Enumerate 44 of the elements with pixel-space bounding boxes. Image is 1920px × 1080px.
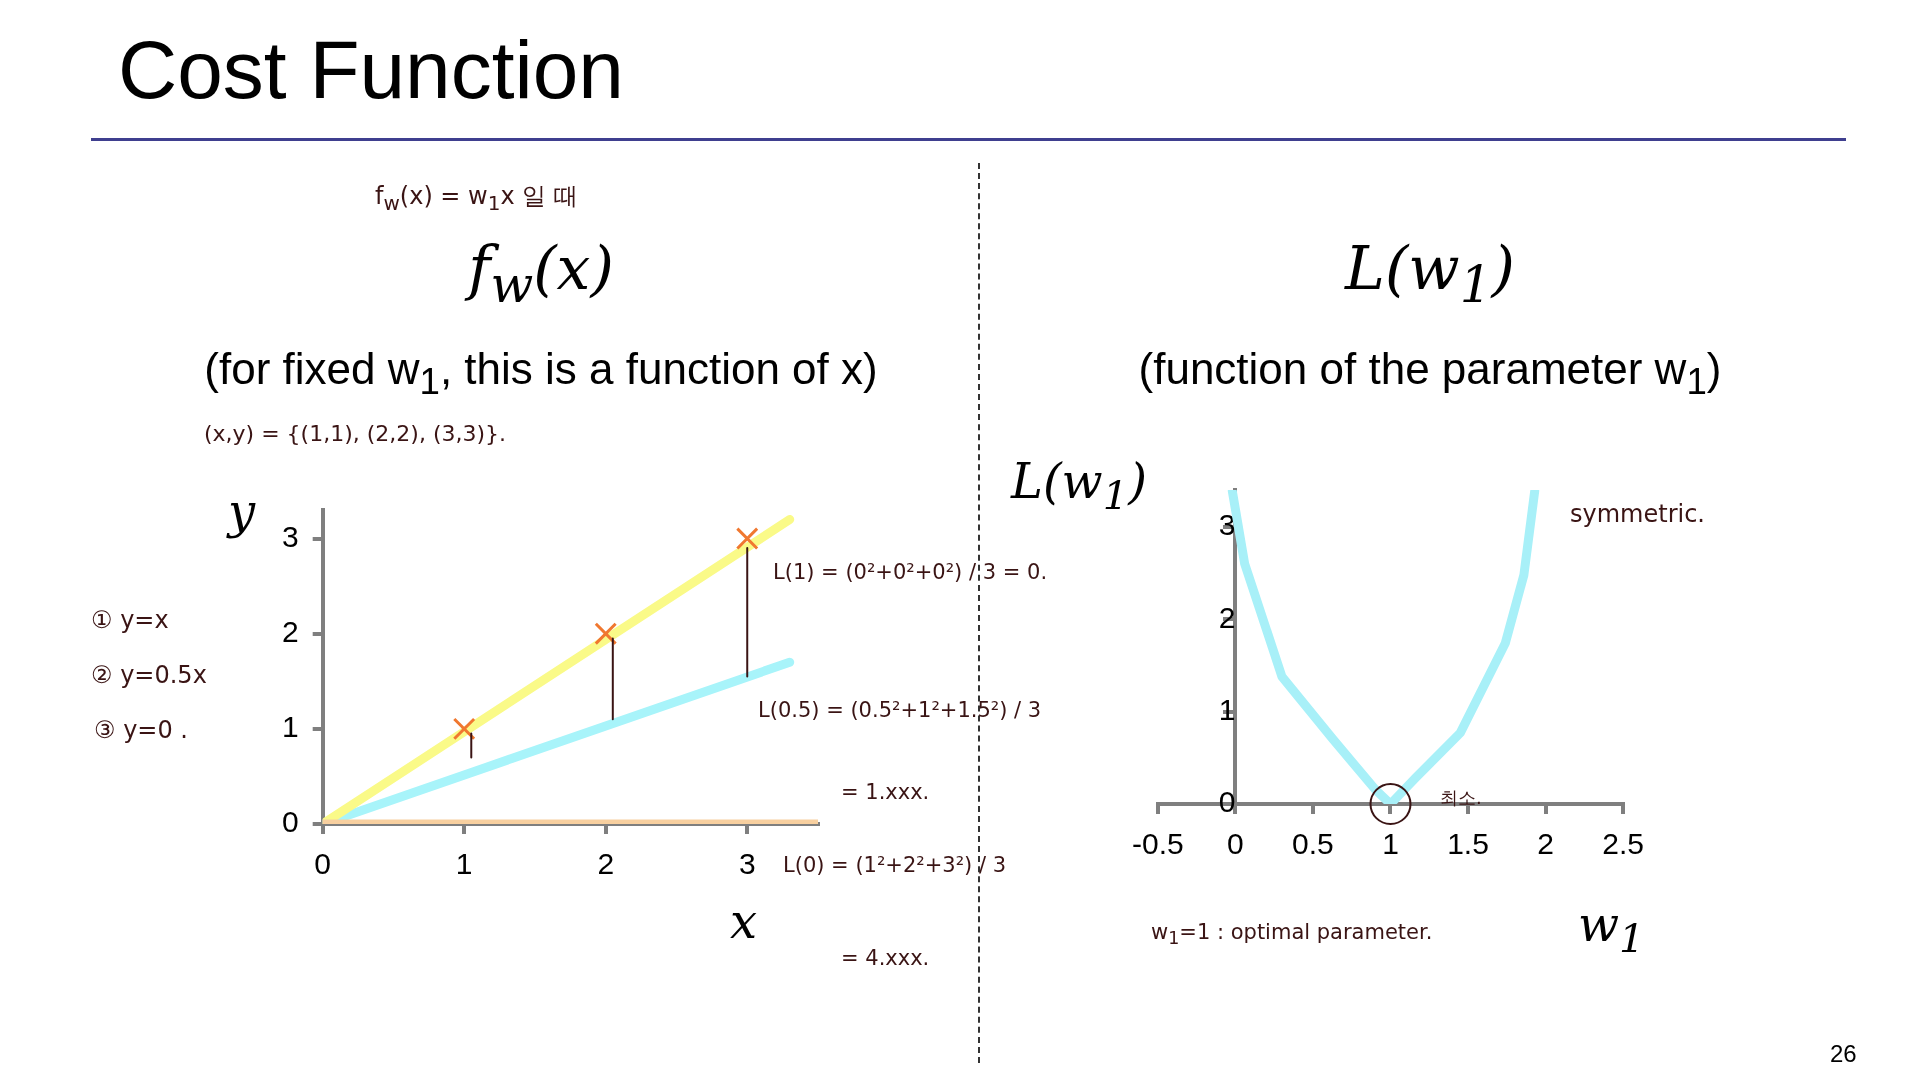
y-tick-label: 0: [1218, 785, 1236, 819]
y-tick-label: 1: [1218, 692, 1236, 726]
point: [594, 622, 618, 646]
x-tick-label: 1.5: [1447, 827, 1489, 861]
annotation: 최소.: [1440, 786, 1482, 810]
text: = 4.xxx.: [841, 946, 930, 970]
text: f$_{w}$(x) = w$_{1}$x 일 때: [375, 181, 578, 215]
y-axis-title: y: [228, 483, 256, 539]
text: = 1.xxx.: [841, 780, 930, 804]
x-tick-label: 0: [314, 847, 332, 881]
y-tick-label: 0: [282, 805, 299, 839]
chart-subtitle: (function of the parameter w$_{1}$): [1137, 344, 1723, 403]
text: ③ y=0 .: [94, 716, 188, 744]
text: L(0) = (1²+2²+3²) / 3: [783, 853, 1007, 877]
point: [735, 527, 759, 550]
x-axis-title: x: [730, 893, 758, 949]
x-tick-label: 2: [1537, 827, 1554, 861]
y-tick-label: 1: [282, 710, 299, 744]
y-tick-label: 3: [1218, 508, 1236, 542]
text: (x,y) = {(1,1), (2,2), (3,3)}.: [204, 421, 507, 446]
annotation: L(1) = (0²+0²+0²) / 3 = 0.: [773, 560, 1048, 584]
text: Cost Function: [118, 23, 624, 117]
x-tick-label: 1: [455, 847, 473, 881]
text: 26: [1830, 1040, 1857, 1068]
x-tick-label: 0.5: [1292, 827, 1334, 861]
y-axis-title: L(w$_{1}$): [1011, 453, 1147, 518]
chart-subtitle: (for fixed w$_{1}$, this is a function of x): [203, 344, 879, 403]
x-tick-label: 1: [1382, 827, 1399, 861]
x-tick-label: 2: [597, 847, 615, 881]
chart-title: L(w$_{1}$): [1343, 233, 1516, 314]
y-tick-label: 2: [282, 614, 299, 648]
annotation: symmetric.: [1570, 500, 1705, 528]
annotation: L(0.5) = (0.5²+1²+1.5²) / 3: [758, 698, 1042, 722]
y-tick-label: 3: [282, 519, 299, 553]
x-tick-label: -0.5: [1132, 827, 1184, 861]
text: w$_{1}$=1 : optimal parameter.: [1151, 920, 1433, 949]
x-tick-label: 3: [738, 847, 756, 881]
text: ① y=x: [91, 606, 169, 634]
y-tick-label: 2: [1218, 600, 1236, 634]
x-tick-label: 2.5: [1602, 827, 1645, 861]
x-axis-title: w$_{1}$: [1578, 896, 1645, 961]
point: [452, 717, 476, 741]
chart-title: f$_{w}$(x): [463, 233, 615, 314]
text: ② y=0.5x: [91, 661, 207, 689]
